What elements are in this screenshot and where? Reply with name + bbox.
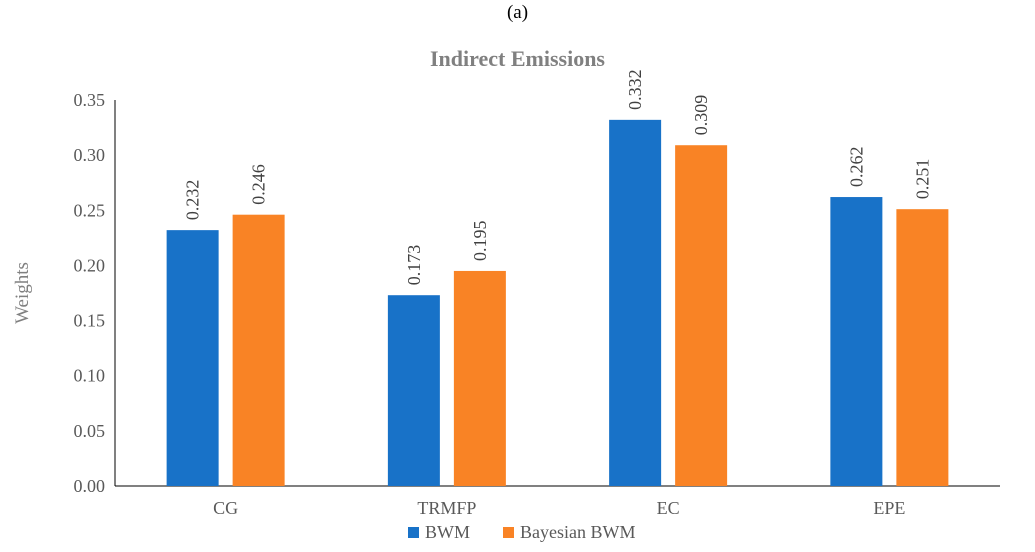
data-label: 0.251: [912, 159, 932, 200]
data-label: 0.309: [691, 95, 711, 136]
bar-bayesian-bwm-cg: [232, 214, 285, 486]
y-tick-label: 0.35: [74, 90, 106, 110]
y-tick-label: 0.30: [74, 145, 106, 165]
chart-title: Indirect Emissions: [429, 46, 605, 71]
data-label: 0.232: [183, 180, 203, 221]
y-tick-label: 0.15: [74, 311, 106, 331]
y-axis-label: Weights: [12, 262, 33, 324]
legend-swatch-bwm: [408, 527, 419, 538]
data-label: 0.262: [846, 147, 866, 188]
data-label: 0.195: [470, 220, 490, 261]
x-tick-label: TRMFP: [417, 498, 476, 518]
x-tick-label: CG: [213, 498, 238, 518]
y-tick-label: 0.20: [74, 255, 106, 275]
x-tick-label: EC: [657, 498, 680, 518]
legend-label: Bayesian BWM: [520, 522, 635, 542]
data-label: 0.246: [249, 164, 269, 205]
bar-bayesian-bwm-ec: [675, 145, 728, 486]
legend-label: BWM: [425, 522, 470, 542]
y-tick-label: 0.00: [74, 476, 106, 496]
bar-bwm-epe: [830, 197, 883, 486]
legend-swatch-bayesian-bwm: [503, 527, 514, 538]
bar-bwm-trmfp: [387, 295, 440, 486]
bar-bwm-ec: [609, 119, 662, 486]
y-tick-label: 0.25: [74, 200, 106, 220]
panel-label: (a): [506, 2, 529, 23]
bar-bayesian-bwm-epe: [896, 209, 949, 486]
data-label: 0.173: [404, 245, 424, 286]
y-tick-label: 0.10: [74, 366, 106, 386]
bar-bwm-cg: [166, 230, 219, 486]
x-tick-label: EPE: [873, 498, 905, 518]
bar-bayesian-bwm-trmfp: [453, 270, 506, 486]
y-tick-label: 0.05: [74, 421, 106, 441]
data-label: 0.332: [625, 69, 645, 110]
